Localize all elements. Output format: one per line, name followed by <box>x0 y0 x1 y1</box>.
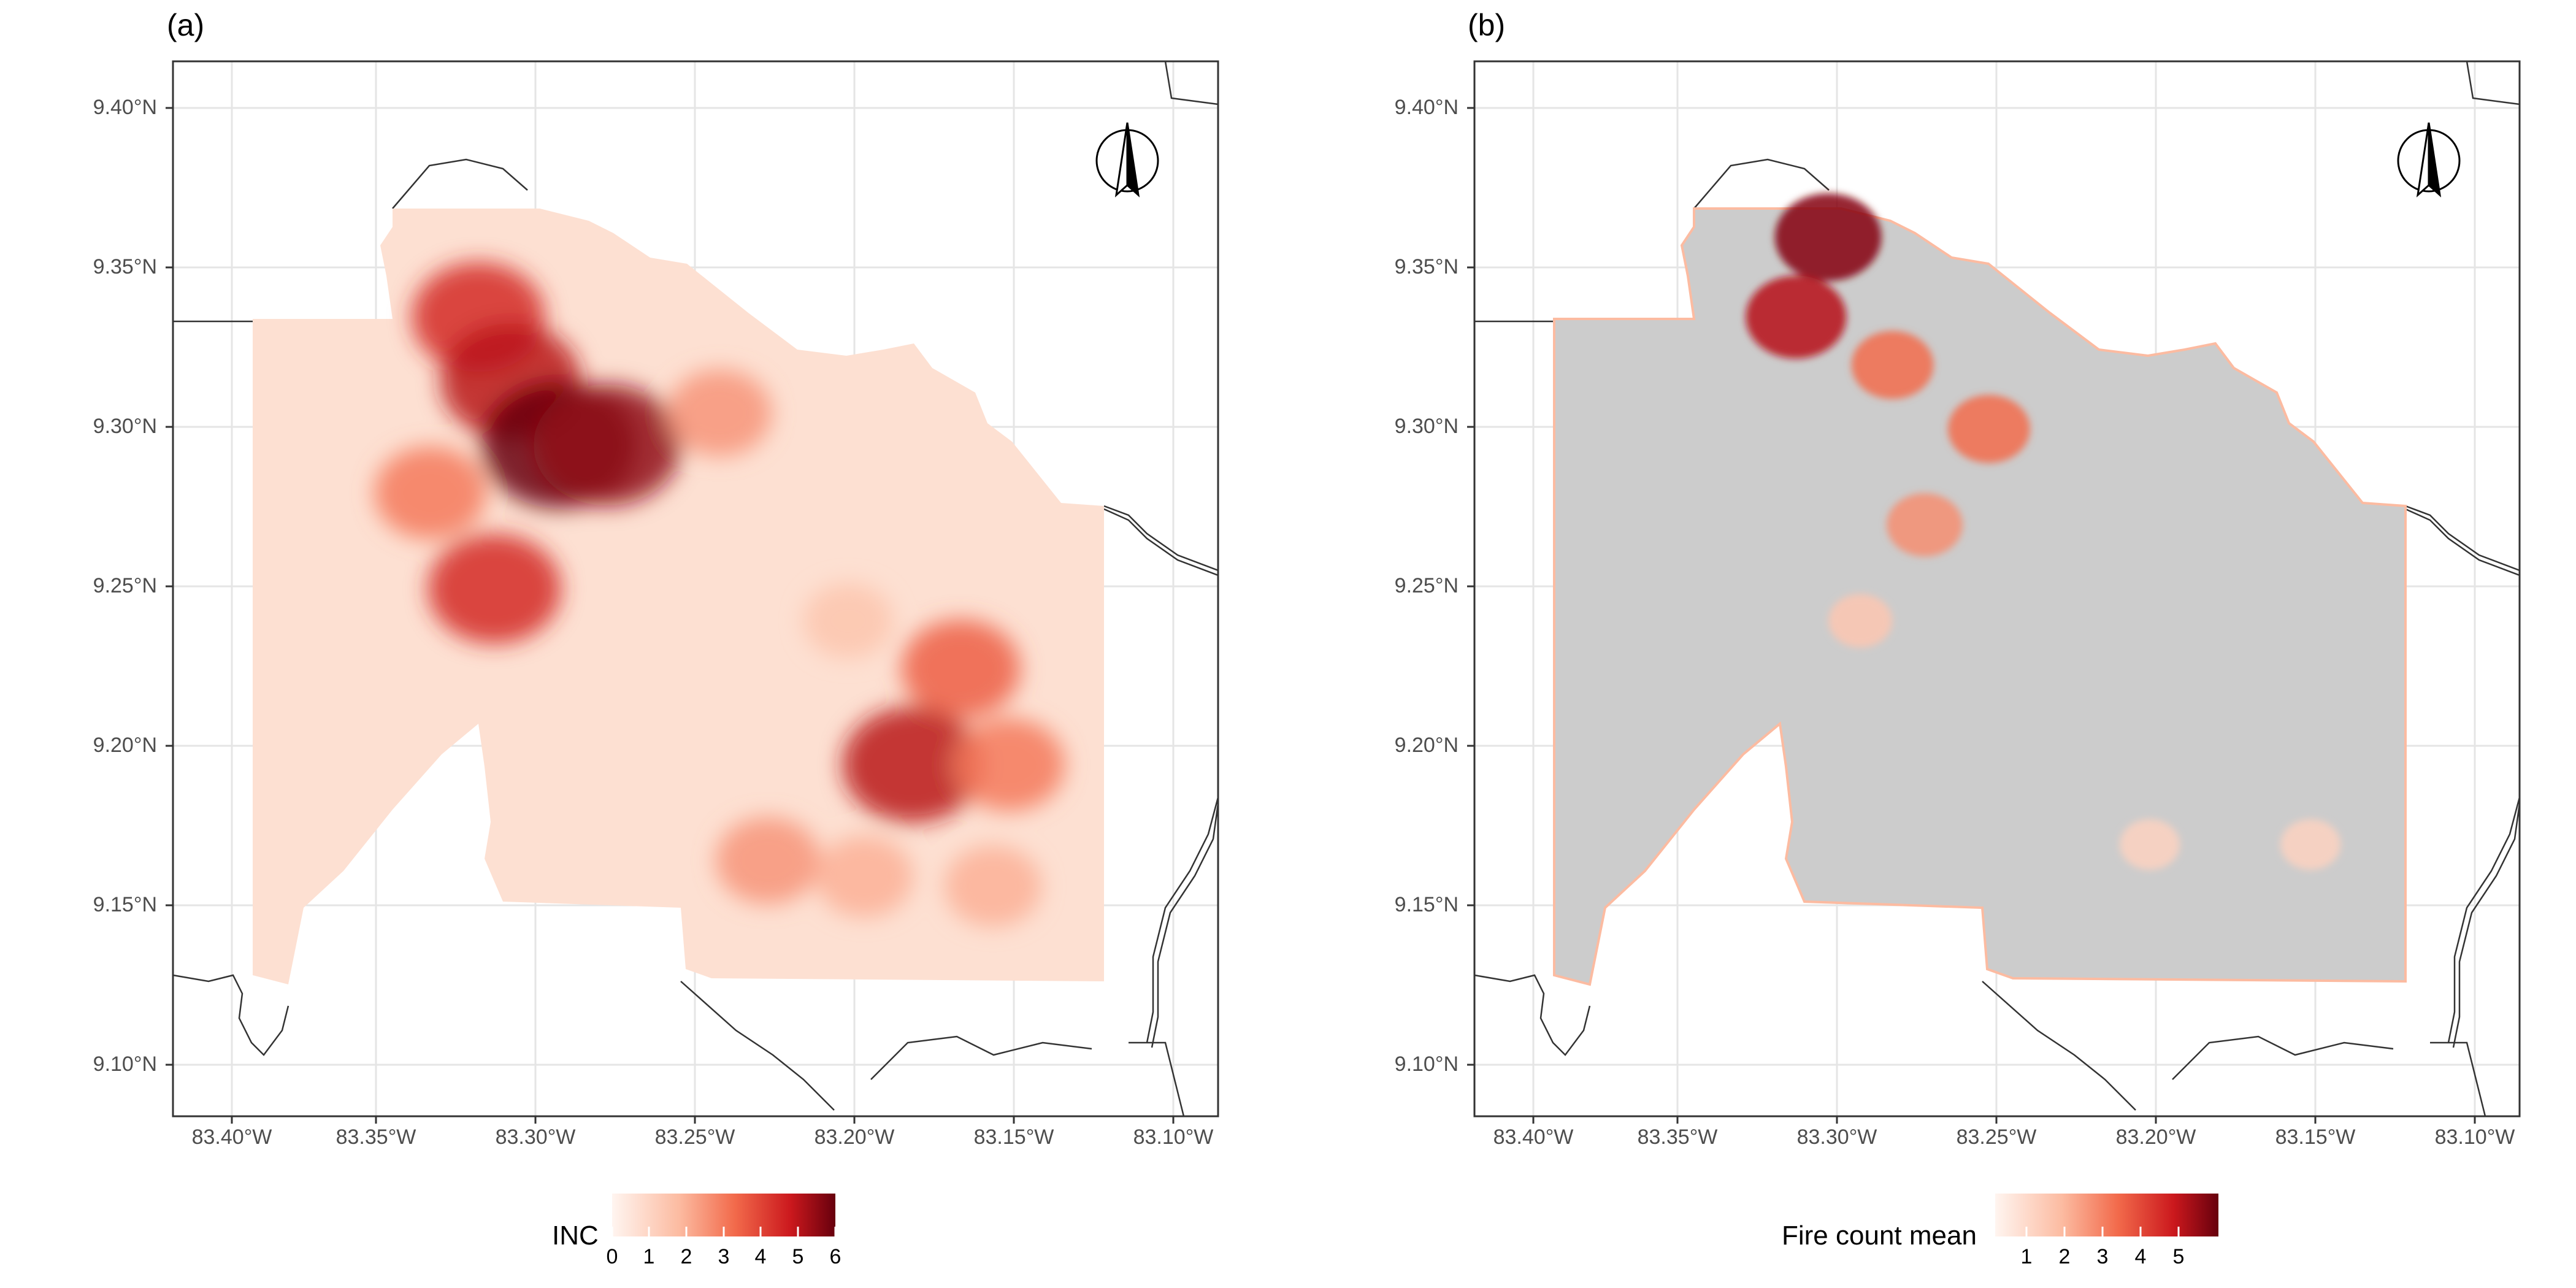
panel-b-ylab-3: 9.25°N <box>1394 574 1459 597</box>
panel-a-hotspot-4 <box>374 447 486 540</box>
panel-b-legend-tick-3: 4 <box>2134 1245 2147 1268</box>
panel-b-north-arrow <box>2397 122 2461 197</box>
panel-a-ylab-6: 9.10°N <box>93 1052 157 1076</box>
panel-a-legend-tick-6: 6 <box>829 1245 841 1268</box>
panel-a-xlab-2: 83.30°W <box>495 1125 576 1149</box>
panel-a-coastline <box>173 61 1218 1116</box>
legend-ticks <box>611 1227 2180 1236</box>
panel-a-hotspot-9 <box>953 718 1065 811</box>
panel-b-legend-tick-0: 1 <box>2020 1245 2033 1268</box>
panel-a-ylab-5: 9.15°N <box>93 893 157 916</box>
panel-b-legend-tick-2: 3 <box>2096 1245 2109 1268</box>
panel-b-ylab-1: 9.35°N <box>1394 255 1459 278</box>
panel-b-hotspot-5 <box>1828 594 1893 648</box>
panel-a-north-arrow <box>1095 122 1159 197</box>
panel-a-hotspot-8 <box>842 707 983 822</box>
panel-a-hotspot-12 <box>944 845 1042 927</box>
panel-b-hotspot-2 <box>1851 331 1934 399</box>
panel-a-hotspot-7 <box>901 619 1021 718</box>
panel-b-hotspot-4 <box>1887 493 1963 557</box>
panel-b-legend-tick-4: 5 <box>2172 1245 2185 1268</box>
panel-a-ylab-0: 9.40°N <box>93 96 157 119</box>
panel-b-ylab-0: 9.40°N <box>1394 96 1459 119</box>
panel-a-xlab-6: 83.10°W <box>1133 1125 1214 1149</box>
panel-b-legend-title: Fire count mean <box>1782 1221 1977 1251</box>
panel-b-coastline <box>1474 61 2520 1116</box>
panel-b-xlab-2: 83.30°W <box>1796 1125 1877 1149</box>
panel-a-ylab-4: 9.20°N <box>93 734 157 757</box>
panel-a-hotspot-13 <box>803 583 894 659</box>
panel-b-xlab-4: 83.20°W <box>2115 1125 2196 1149</box>
panel-b-ylab-2: 9.30°N <box>1394 415 1459 438</box>
panel-a-hotspot-5 <box>427 534 561 644</box>
panel-a-xlab-1: 83.35°W <box>335 1125 416 1149</box>
panel-a-legend-tick-0: 0 <box>606 1245 618 1268</box>
panel-a-legend-tick-1: 1 <box>643 1245 655 1268</box>
panel-a-ylab-2: 9.30°N <box>93 415 157 438</box>
panel-a-legend-tick-3: 3 <box>718 1245 730 1268</box>
panel-b-legend-colorbar <box>1995 1194 2218 1236</box>
panel-b <box>1473 60 2521 1117</box>
panel-b-xlab-3: 83.25°W <box>1956 1125 2037 1149</box>
panel-b-hotspot-7 <box>2280 819 2341 870</box>
panel-b-legend-tick-1: 2 <box>2058 1245 2071 1268</box>
panel-a-legend-title: INC <box>552 1221 599 1251</box>
panel-a-legend-tick-5: 5 <box>792 1245 804 1268</box>
panel-a-heatmap <box>253 209 1104 984</box>
panel-b-xlab-6: 83.10°W <box>2434 1125 2515 1149</box>
panel-b-xlab-0: 83.40°W <box>1493 1125 1574 1149</box>
axis-ticks <box>166 107 2476 1124</box>
panel-b-hotspot-0 <box>1774 193 1882 282</box>
panel-b-xlab-5: 83.15°W <box>2275 1125 2356 1149</box>
panel-a-legend-tick-2: 2 <box>680 1245 692 1268</box>
panel-a-ylab-1: 9.35°N <box>93 255 157 278</box>
panel-a-ylab-3: 9.25°N <box>93 574 157 597</box>
panel-a <box>172 60 1219 1117</box>
panel-a-hotspot-11 <box>815 835 913 918</box>
panel-b-hotspot-3 <box>1947 394 2030 463</box>
panel-b-hotspot-6 <box>2120 819 2180 870</box>
panel-a-legend-tick-4: 4 <box>754 1245 767 1268</box>
panel-a-xlab-4: 83.20°W <box>814 1125 895 1149</box>
panel-b-ylab-4: 9.20°N <box>1394 734 1459 757</box>
panel-b-fire-map <box>1553 193 2407 986</box>
panel-a-hotspot-3 <box>533 384 681 506</box>
panel-a-xlab-3: 83.25°W <box>654 1125 735 1149</box>
panel-b-tag: (b) <box>1468 8 1506 42</box>
panel-b-xlab-1: 83.35°W <box>1637 1125 1718 1149</box>
panel-a-hotspot-6 <box>667 369 772 457</box>
panel-a-xlab-0: 83.40°W <box>191 1125 272 1149</box>
panel-a-hotspot-10 <box>715 817 821 904</box>
panel-a-tag: (a) <box>167 8 205 42</box>
panel-b-ylab-5: 9.15°N <box>1394 893 1459 916</box>
panel-a-xlab-5: 83.15°W <box>973 1125 1054 1149</box>
panel-b-ylab-6: 9.10°N <box>1394 1052 1459 1076</box>
panel-b-hotspot-1 <box>1746 275 1847 359</box>
